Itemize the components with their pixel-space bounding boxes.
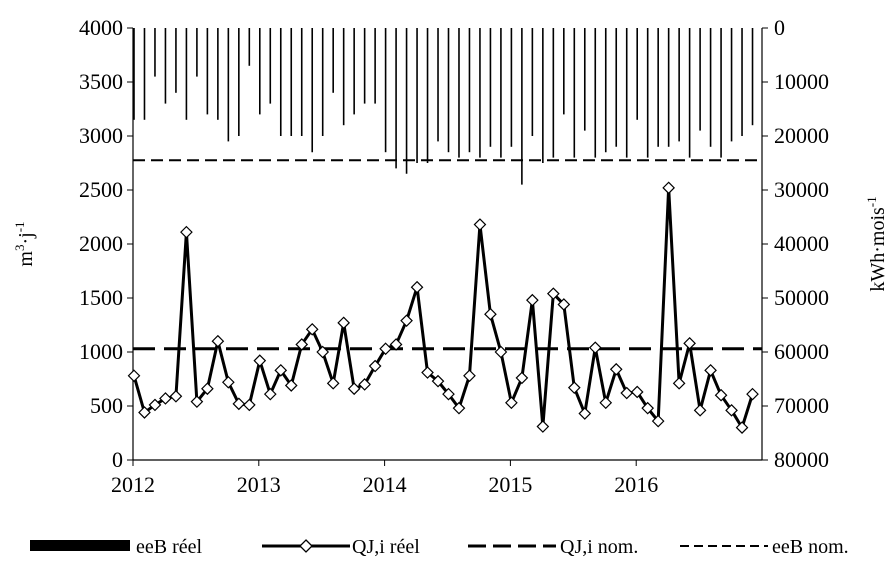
right-tick-label: 40000 bbox=[774, 231, 829, 256]
qj-reel-marker bbox=[400, 314, 413, 328]
qj-reel-marker bbox=[379, 342, 392, 356]
reference-lines bbox=[133, 159, 762, 351]
qj-reel-marker bbox=[232, 397, 246, 411]
left-tick-label: 2500 bbox=[79, 177, 123, 202]
qj-reel-marker bbox=[620, 386, 634, 400]
qj-reel-marker bbox=[463, 369, 476, 383]
qj-reel-marker bbox=[641, 401, 655, 415]
qj-reel-marker bbox=[672, 376, 686, 390]
left-tick-label: 3000 bbox=[79, 123, 123, 148]
qj-reel-marker bbox=[515, 371, 529, 385]
qj-reel-marker bbox=[588, 341, 602, 355]
qj-reel-marker bbox=[169, 389, 183, 403]
legend: eeB réel QJ,i réel QJ,i nom. eeB nom. bbox=[30, 536, 849, 558]
qj-reel-marker bbox=[484, 307, 497, 321]
qj-reel-marker bbox=[316, 345, 330, 359]
qj-reel-marker bbox=[651, 414, 665, 428]
left-tick-label: 2000 bbox=[79, 231, 123, 256]
qj-reel-marker bbox=[442, 387, 455, 401]
x-tick-label: 2013 bbox=[237, 472, 281, 497]
left-tick-label: 500 bbox=[90, 393, 123, 418]
qj-reel-marker bbox=[567, 381, 581, 394]
qj-reel-marker bbox=[704, 364, 717, 377]
qj-reel-marker bbox=[127, 369, 141, 383]
qj-reel-marker bbox=[368, 359, 382, 373]
qj-reel-marker bbox=[389, 338, 403, 351]
qj-reel-marker bbox=[630, 385, 644, 399]
qj-reel-marker bbox=[546, 287, 560, 301]
qj-reel-marker bbox=[735, 421, 749, 434]
qj-reel-marker bbox=[337, 316, 351, 330]
qj-reel-marker bbox=[201, 382, 214, 396]
qj-reel-marker bbox=[305, 322, 319, 336]
qj-reel-marker bbox=[253, 354, 267, 367]
qj-reel-marker bbox=[347, 382, 361, 396]
right-tick-label: 0 bbox=[774, 15, 785, 40]
qj-reel-marker bbox=[536, 420, 550, 433]
legend-swatch-eeb-reel bbox=[30, 540, 130, 551]
qj-reel-marker bbox=[211, 334, 225, 348]
qj-reel-marker bbox=[746, 387, 759, 401]
qj-reel-marker bbox=[284, 379, 298, 392]
legend-label-eeb-reel: eeB réel bbox=[136, 536, 203, 558]
x-tick-label: 2016 bbox=[614, 472, 658, 497]
qj-reel-marker bbox=[358, 378, 371, 391]
left-tick-label: 1500 bbox=[79, 285, 123, 310]
qj-reel-marker bbox=[557, 298, 571, 311]
legend-label-qj-nom: QJ,i nom. bbox=[560, 536, 638, 558]
right-tick-label: 50000 bbox=[774, 285, 829, 310]
x-tick-label: 2012 bbox=[111, 472, 155, 497]
qj-reel-marker bbox=[693, 403, 707, 417]
x-tick-label: 2015 bbox=[488, 472, 532, 497]
qj-reel-marker bbox=[505, 396, 518, 410]
qj-reel-marker bbox=[452, 401, 466, 415]
left-tick-label: 0 bbox=[112, 447, 123, 472]
qj-reel-marker bbox=[148, 398, 162, 412]
x-tick-label: 2014 bbox=[363, 472, 407, 497]
right-tick-label: 30000 bbox=[774, 177, 829, 202]
left-tick-label: 1000 bbox=[79, 339, 123, 364]
qj-reel-marker bbox=[473, 218, 487, 231]
axes bbox=[127, 27, 768, 466]
qj-reel-marker bbox=[599, 396, 613, 410]
qj-reel-marker bbox=[431, 374, 445, 388]
qj-reel-marker bbox=[159, 392, 172, 405]
qj-reel-marker bbox=[662, 181, 675, 195]
qj-reel-marker bbox=[714, 388, 728, 402]
right-tick-label: 10000 bbox=[774, 69, 829, 94]
qj-reel-series bbox=[127, 181, 759, 434]
legend-label-qj-reel: QJ,i réel bbox=[352, 536, 420, 558]
qj-reel-marker bbox=[421, 366, 434, 379]
qj-reel-marker bbox=[263, 387, 277, 401]
right-tick-label: 80000 bbox=[774, 447, 829, 472]
qj-reel-line bbox=[132, 186, 754, 430]
eeb-reel-bars bbox=[133, 28, 754, 185]
qj-reel-marker bbox=[410, 280, 424, 294]
qj-reel-marker bbox=[274, 364, 288, 377]
qj-reel-marker bbox=[494, 345, 508, 359]
right-tick-label: 20000 bbox=[774, 123, 829, 148]
left-tick-label: 3500 bbox=[79, 69, 123, 94]
qj-reel-marker bbox=[138, 406, 151, 419]
qj-reel-marker bbox=[190, 395, 204, 409]
qj-reel-marker bbox=[180, 225, 193, 239]
qj-reel-marker bbox=[526, 293, 539, 307]
qj-reel-marker bbox=[725, 403, 738, 417]
qj-reel-marker bbox=[242, 398, 256, 412]
qj-reel-marker bbox=[609, 362, 623, 376]
legend-swatch-qj-reel-marker bbox=[299, 539, 313, 553]
qj-reel-marker bbox=[683, 337, 696, 350]
right-tick-label: 60000 bbox=[774, 339, 829, 364]
right-axis-title: kWh·mois-1 bbox=[864, 196, 889, 291]
qj-reel-marker bbox=[326, 376, 340, 390]
right-tick-label: 70000 bbox=[774, 393, 829, 418]
qj-reel-marker bbox=[295, 338, 309, 351]
left-axis-title: m3·j-1 bbox=[12, 221, 37, 266]
tick-labels: 0 500 1000 1500 2000 2500 3000 3500 4000 80000 700… bbox=[79, 15, 829, 497]
legend-label-eeb-nom: eeB nom. bbox=[772, 536, 849, 558]
qj-reel-marker bbox=[222, 375, 235, 389]
left-tick-label: 4000 bbox=[79, 15, 123, 40]
qj-reel-marker bbox=[578, 407, 592, 420]
